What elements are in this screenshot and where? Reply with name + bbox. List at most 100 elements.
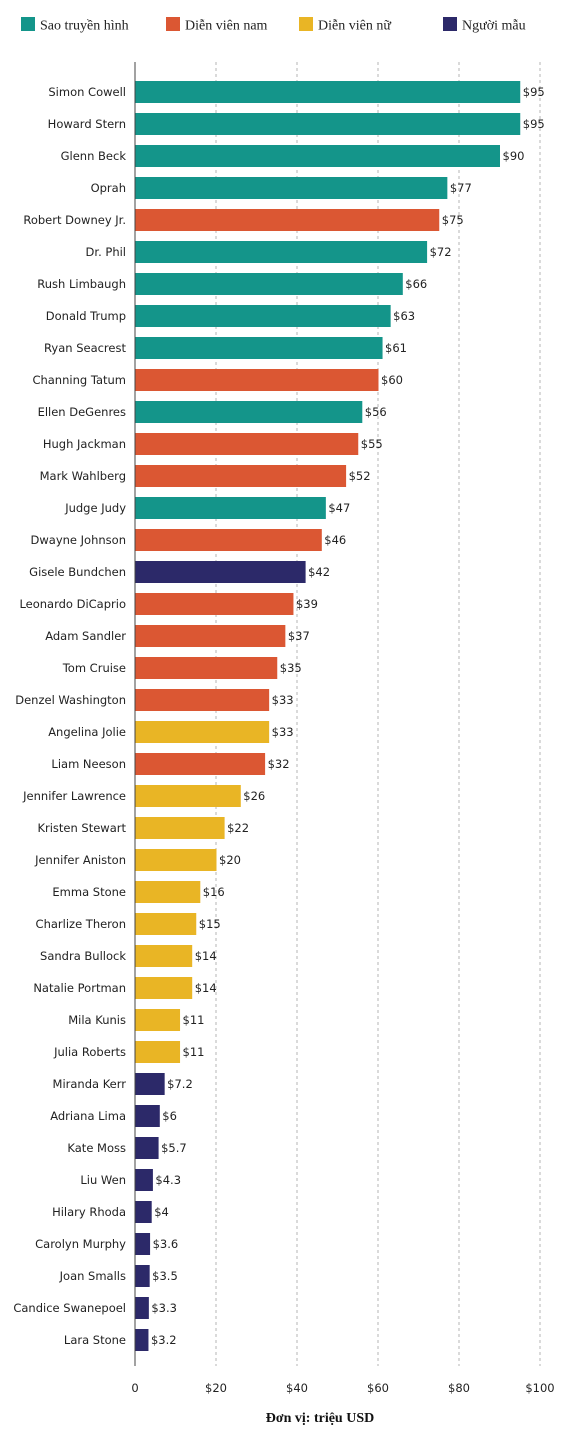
- value-label-sandra-bullock: $14: [195, 949, 217, 963]
- category-label-sandra-bullock: Sandra Bullock: [40, 949, 126, 963]
- category-label-dr-phil: Dr. Phil: [86, 245, 126, 259]
- bar-channing-tatum: [135, 369, 379, 391]
- bar-emma-stone: [135, 881, 201, 903]
- value-label-kristen-stewart: $22: [227, 821, 249, 835]
- bar-leonardo-dicaprio: [135, 593, 294, 615]
- category-label-julia-roberts: Julia Roberts: [53, 1045, 126, 1059]
- bar-ryan-seacrest: [135, 337, 383, 359]
- bar-oprah: [135, 177, 448, 199]
- value-label-howard-stern: $95: [523, 117, 545, 131]
- value-label-rush-limbaugh: $66: [405, 277, 427, 291]
- x-tick-label-80: $80: [448, 1381, 470, 1395]
- bar-ellen-degenres: [135, 401, 363, 423]
- bar-tom-cruise: [135, 657, 278, 679]
- category-label-adriana-lima: Adriana Lima: [50, 1109, 126, 1123]
- legend-label-0: Sao truyền hình: [40, 19, 129, 34]
- bar-glenn-beck: [135, 145, 500, 167]
- bar-dwayne-johnson: [135, 529, 322, 551]
- bar-hilary-rhoda: [135, 1201, 152, 1223]
- bar-jennifer-lawrence: [135, 785, 241, 807]
- bar-mila-kunis: [135, 1009, 181, 1031]
- value-label-ellen-degenres: $56: [365, 405, 387, 419]
- x-axis-label: Đơn vị: triệu USD: [266, 1411, 374, 1426]
- bar-charlize-theron: [135, 913, 197, 935]
- bar-natalie-portman: [135, 977, 193, 999]
- value-label-judge-judy: $47: [328, 501, 350, 515]
- value-label-emma-stone: $16: [203, 885, 225, 899]
- value-label-miranda-kerr: $7.2: [167, 1077, 193, 1091]
- category-label-channing-tatum: Channing Tatum: [32, 373, 126, 387]
- bar-joan-smalls: [135, 1265, 150, 1287]
- category-label-ellen-degenres: Ellen DeGenres: [38, 405, 126, 419]
- value-label-leonardo-dicaprio: $39: [296, 597, 318, 611]
- value-label-tom-cruise: $35: [280, 661, 302, 675]
- category-label-jennifer-lawrence: Jennifer Lawrence: [22, 789, 126, 803]
- category-label-candice-swanepoel: Candice Swanepoel: [13, 1301, 126, 1315]
- category-label-leonardo-dicaprio: Leonardo DiCaprio: [19, 597, 126, 611]
- category-label-jennifer-aniston: Jennifer Aniston: [34, 853, 126, 867]
- x-tick-label-40: $40: [286, 1381, 308, 1395]
- legend-label-2: Diễn viên nữ: [318, 19, 391, 34]
- x-axis-tick-labels: 0 $20 $40 $60 $80 $100: [131, 1381, 554, 1395]
- bar-rush-limbaugh: [135, 273, 403, 295]
- category-label-adam-sandler: Adam Sandler: [45, 629, 126, 643]
- category-label-charlize-theron: Charlize Theron: [36, 917, 126, 931]
- bar-dr-phil: [135, 241, 428, 263]
- category-label-glenn-beck: Glenn Beck: [61, 149, 127, 163]
- bar-robert-downey-jr: [135, 209, 440, 231]
- bar-liu-wen: [135, 1169, 153, 1191]
- bar-adriana-lima: [135, 1105, 160, 1127]
- category-label-joan-smalls: Joan Smalls: [59, 1269, 126, 1283]
- value-label-charlize-theron: $15: [199, 917, 221, 931]
- value-label-robert-downey-jr: $75: [442, 213, 464, 227]
- bar-kate-moss: [135, 1137, 159, 1159]
- category-label-oprah: Oprah: [91, 181, 126, 195]
- value-label-oprah: $77: [450, 181, 472, 195]
- category-label-simon-cowell: Simon Cowell: [48, 85, 126, 99]
- category-labels: Simon Cowell Howard Stern Glenn Beck Oprah R…: [13, 85, 126, 1347]
- value-label-jennifer-lawrence: $26: [243, 789, 265, 803]
- category-label-judge-judy: Judge Judy: [64, 501, 126, 515]
- category-label-rush-limbaugh: Rush Limbaugh: [37, 277, 126, 291]
- value-label-channing-tatum: $60: [381, 373, 403, 387]
- bar-jennifer-aniston: [135, 849, 217, 871]
- x-tick-label-20: $20: [205, 1381, 227, 1395]
- value-label-adam-sandler: $37: [288, 629, 310, 643]
- value-label-ryan-seacrest: $61: [385, 341, 407, 355]
- bar-sandra-bullock: [135, 945, 193, 967]
- value-labels: $95 $95 $90 $77 $75 $72 $66 $63 $61 $60 $56 $55 $52 $…: [151, 85, 545, 1347]
- value-label-mark-wahlberg: $52: [349, 469, 371, 483]
- value-label-glenn-beck: $90: [503, 149, 525, 163]
- bar-julia-roberts: [135, 1041, 181, 1063]
- value-label-lara-stone: $3.2: [151, 1333, 177, 1347]
- value-label-mila-kunis: $11: [183, 1013, 205, 1027]
- category-label-angelina-jolie: Angelina Jolie: [48, 725, 126, 739]
- category-label-tom-cruise: Tom Cruise: [62, 661, 126, 675]
- value-label-simon-cowell: $95: [523, 85, 545, 99]
- value-label-candice-swanepoel: $3.3: [151, 1301, 177, 1315]
- category-label-kristen-stewart: Kristen Stewart: [37, 821, 126, 835]
- category-label-mila-kunis: Mila Kunis: [68, 1013, 126, 1027]
- value-label-gisele-bundchen: $42: [308, 565, 330, 579]
- value-label-dwayne-johnson: $46: [324, 533, 346, 547]
- legend-label-3: Người mẫu: [462, 19, 526, 34]
- value-label-adriana-lima: $6: [162, 1109, 177, 1123]
- bar-hugh-jackman: [135, 433, 359, 455]
- category-label-howard-stern: Howard Stern: [48, 117, 126, 131]
- category-label-ryan-seacrest: Ryan Seacrest: [44, 341, 126, 355]
- category-label-robert-downey-jr: Robert Downey Jr.: [23, 213, 126, 227]
- value-label-natalie-portman: $14: [195, 981, 217, 995]
- value-label-carolyn-murphy: $3.6: [153, 1237, 179, 1251]
- bars: [135, 81, 521, 1351]
- category-label-kate-moss: Kate Moss: [67, 1141, 126, 1155]
- legend-swatch-3: [443, 17, 457, 31]
- bar-candice-swanepoel: [135, 1297, 149, 1319]
- category-label-hilary-rhoda: Hilary Rhoda: [52, 1205, 126, 1219]
- value-label-angelina-jolie: $33: [272, 725, 294, 739]
- value-label-julia-roberts: $11: [183, 1045, 205, 1059]
- category-label-natalie-portman: Natalie Portman: [33, 981, 126, 995]
- value-label-liam-neeson: $32: [268, 757, 290, 771]
- legend: Sao truyền hình Diễn viên nam Diễn viên nữ…: [21, 17, 526, 34]
- value-label-hilary-rhoda: $4: [154, 1205, 169, 1219]
